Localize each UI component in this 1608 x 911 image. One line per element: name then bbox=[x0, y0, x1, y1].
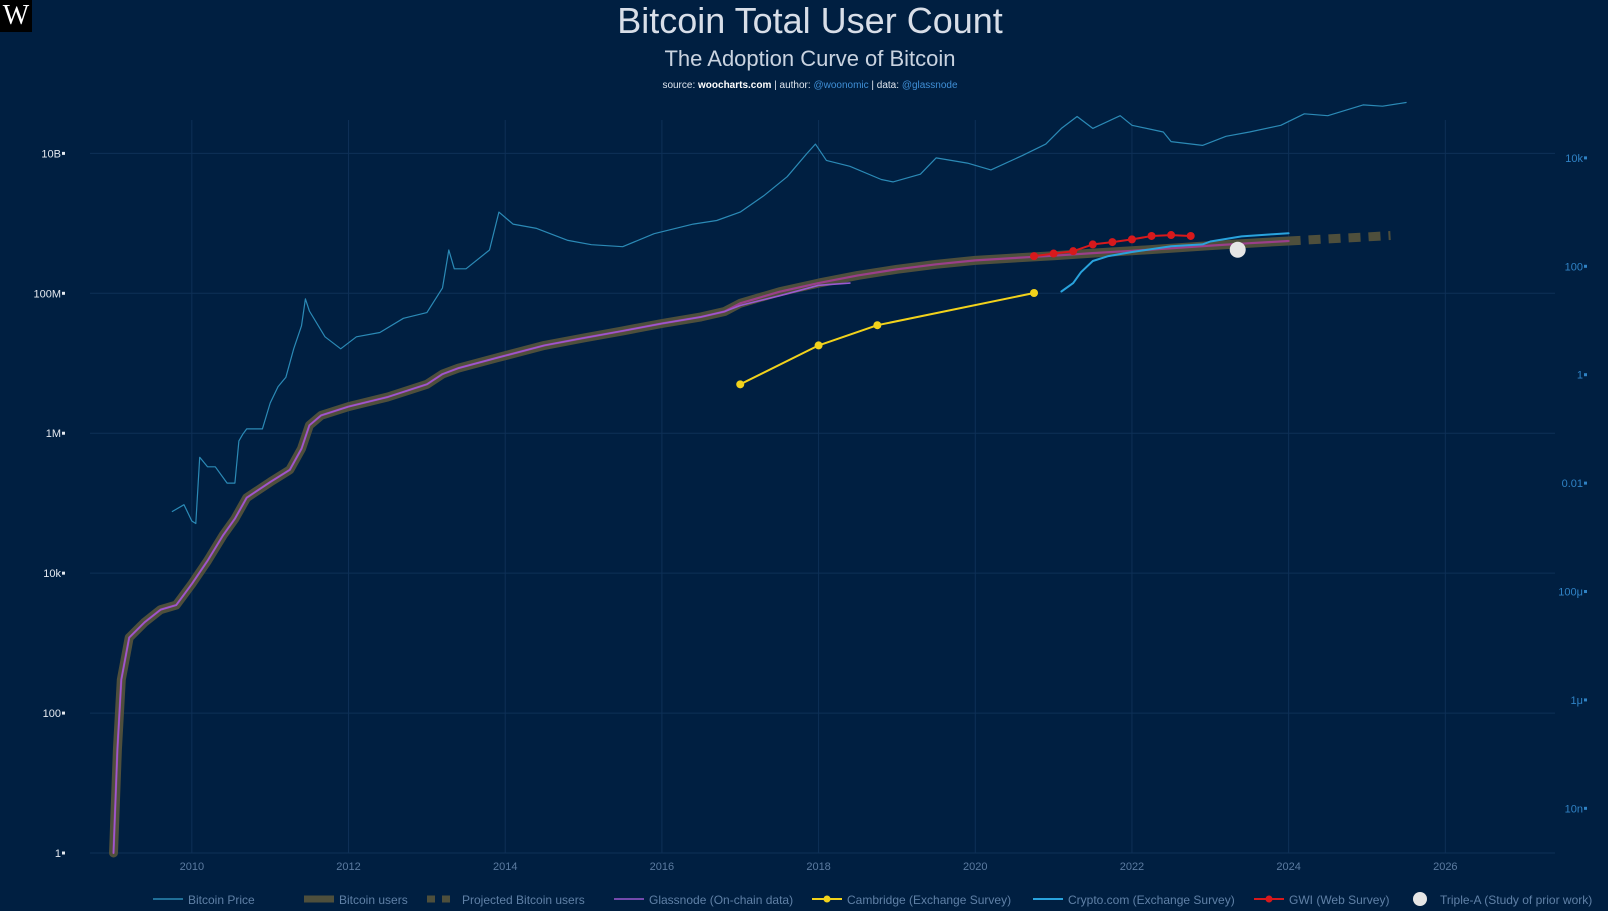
y-left-tick-mark bbox=[62, 431, 65, 435]
legend-item-label: Bitcoin users bbox=[339, 893, 408, 907]
y-left-tick-mark bbox=[62, 711, 65, 715]
x-tick-label: 2012 bbox=[336, 861, 360, 873]
y-left-tick-mark bbox=[62, 151, 65, 155]
cambridge-line bbox=[739, 292, 1035, 386]
y-left-tick-label: 100M bbox=[33, 288, 61, 300]
y-right-tick-mark bbox=[1584, 590, 1587, 594]
y-right-tick-label: 100μ bbox=[1558, 587, 1583, 599]
source-line: source: woocharts.com | author: @woonomi… bbox=[0, 80, 1608, 91]
data-source-link[interactable]: @glassnode bbox=[901, 80, 958, 91]
y-left-tick-mark bbox=[62, 571, 65, 575]
woocharts-logo-icon[interactable]: W bbox=[0, 0, 32, 32]
cambridge-point bbox=[736, 380, 745, 389]
series-layer bbox=[109, 101, 1407, 858]
legend-item-label: Crypto.com (Exchange Survey) bbox=[1068, 893, 1235, 907]
x-tick-label: 2014 bbox=[493, 861, 517, 873]
cambridge-point bbox=[814, 341, 823, 350]
x-tick-label: 2026 bbox=[1433, 861, 1457, 873]
author-link[interactable]: @woonomic bbox=[813, 80, 869, 91]
glassnode-line bbox=[112, 282, 851, 854]
legend-item-label: Glassnode (On-chain data) bbox=[649, 893, 793, 907]
x-tick-label: 2022 bbox=[1120, 861, 1144, 873]
y-right-tick-mark bbox=[1584, 698, 1587, 702]
y-left-tick-label: 10k bbox=[43, 568, 61, 580]
axes: 2010 2012 2014 2016 2018 2020 2022 2024 2026 1 100… bbox=[33, 148, 1587, 873]
bitcoin-users-band bbox=[109, 236, 1294, 858]
chart-subtitle: The Adoption Curve of Bitcoin bbox=[664, 46, 956, 71]
cambridge-point bbox=[1030, 289, 1039, 298]
cambridge-point bbox=[873, 321, 882, 330]
y-left-tick-label: 1M bbox=[46, 428, 61, 440]
y-right-tick-mark bbox=[1584, 373, 1587, 377]
gwi-point bbox=[1127, 235, 1136, 244]
projected-users-dash bbox=[1288, 231, 1391, 246]
gwi-point bbox=[1030, 252, 1039, 261]
bitcoin-users-inner-line bbox=[112, 239, 1290, 855]
y-right-tick-label: 100 bbox=[1565, 261, 1583, 273]
legend-swatch-marker bbox=[823, 895, 831, 903]
y-right-tick-mark bbox=[1584, 806, 1587, 810]
gwi-point bbox=[1186, 231, 1195, 240]
source-prefix: source: bbox=[662, 80, 699, 91]
y-left-tick-label: 10B bbox=[41, 148, 61, 160]
x-tick-label: 2016 bbox=[650, 861, 674, 873]
x-tick-label: 2024 bbox=[1276, 861, 1300, 873]
x-tick-label: 2010 bbox=[180, 861, 204, 873]
gwi-point bbox=[1049, 249, 1058, 258]
x-tick-label: 2018 bbox=[806, 861, 830, 873]
gwi-point bbox=[1167, 231, 1176, 240]
data-prefix: | data: bbox=[868, 80, 902, 91]
y-right-tick-mark bbox=[1584, 481, 1587, 485]
legend[interactable]: Bitcoin Price Bitcoin users Projected Bitc… bbox=[153, 892, 1592, 907]
legend-item-label: Projected Bitcoin users bbox=[462, 893, 585, 907]
y-right-tick-label: 0.01 bbox=[1562, 478, 1583, 490]
bitcoin-price-line bbox=[171, 101, 1407, 525]
y-right-tick-label: 1μ bbox=[1571, 695, 1583, 707]
y-right-tick-label: 1 bbox=[1577, 370, 1583, 382]
y-right-tick-mark bbox=[1584, 156, 1587, 160]
y-left-tick-mark bbox=[62, 291, 65, 295]
y-right-tick-mark bbox=[1584, 264, 1587, 268]
legend-item-label: Cambridge (Exchange Survey) bbox=[847, 893, 1011, 907]
source-site-link[interactable]: woocharts.com bbox=[698, 80, 772, 91]
y-left-tick-label: 1 bbox=[55, 848, 61, 860]
y-right-tick-label: 10k bbox=[1565, 153, 1583, 165]
triple-a-point bbox=[1229, 241, 1246, 258]
y-left-tick-mark bbox=[62, 851, 65, 855]
gwi-point bbox=[1069, 247, 1078, 256]
legend-item-label: GWI (Web Survey) bbox=[1289, 893, 1389, 907]
x-tick-label: 2020 bbox=[963, 861, 987, 873]
cryptocom-line bbox=[1060, 232, 1290, 293]
legend-swatch-marker bbox=[1413, 892, 1427, 906]
y-right-tick-label: 10n bbox=[1565, 803, 1583, 815]
gwi-point bbox=[1147, 231, 1156, 240]
legend-item-label: Triple-A (Study of prior work) bbox=[1440, 893, 1592, 907]
chart-title: Bitcoin Total User Count bbox=[617, 0, 1003, 41]
grid bbox=[90, 120, 1555, 854]
legend-item-label: Bitcoin Price bbox=[188, 893, 255, 907]
author-prefix: | author: bbox=[771, 80, 814, 91]
gwi-point bbox=[1088, 240, 1097, 249]
gwi-point bbox=[1108, 238, 1117, 247]
y-left-tick-label: 100 bbox=[43, 708, 61, 720]
legend-swatch-marker bbox=[1265, 895, 1273, 903]
